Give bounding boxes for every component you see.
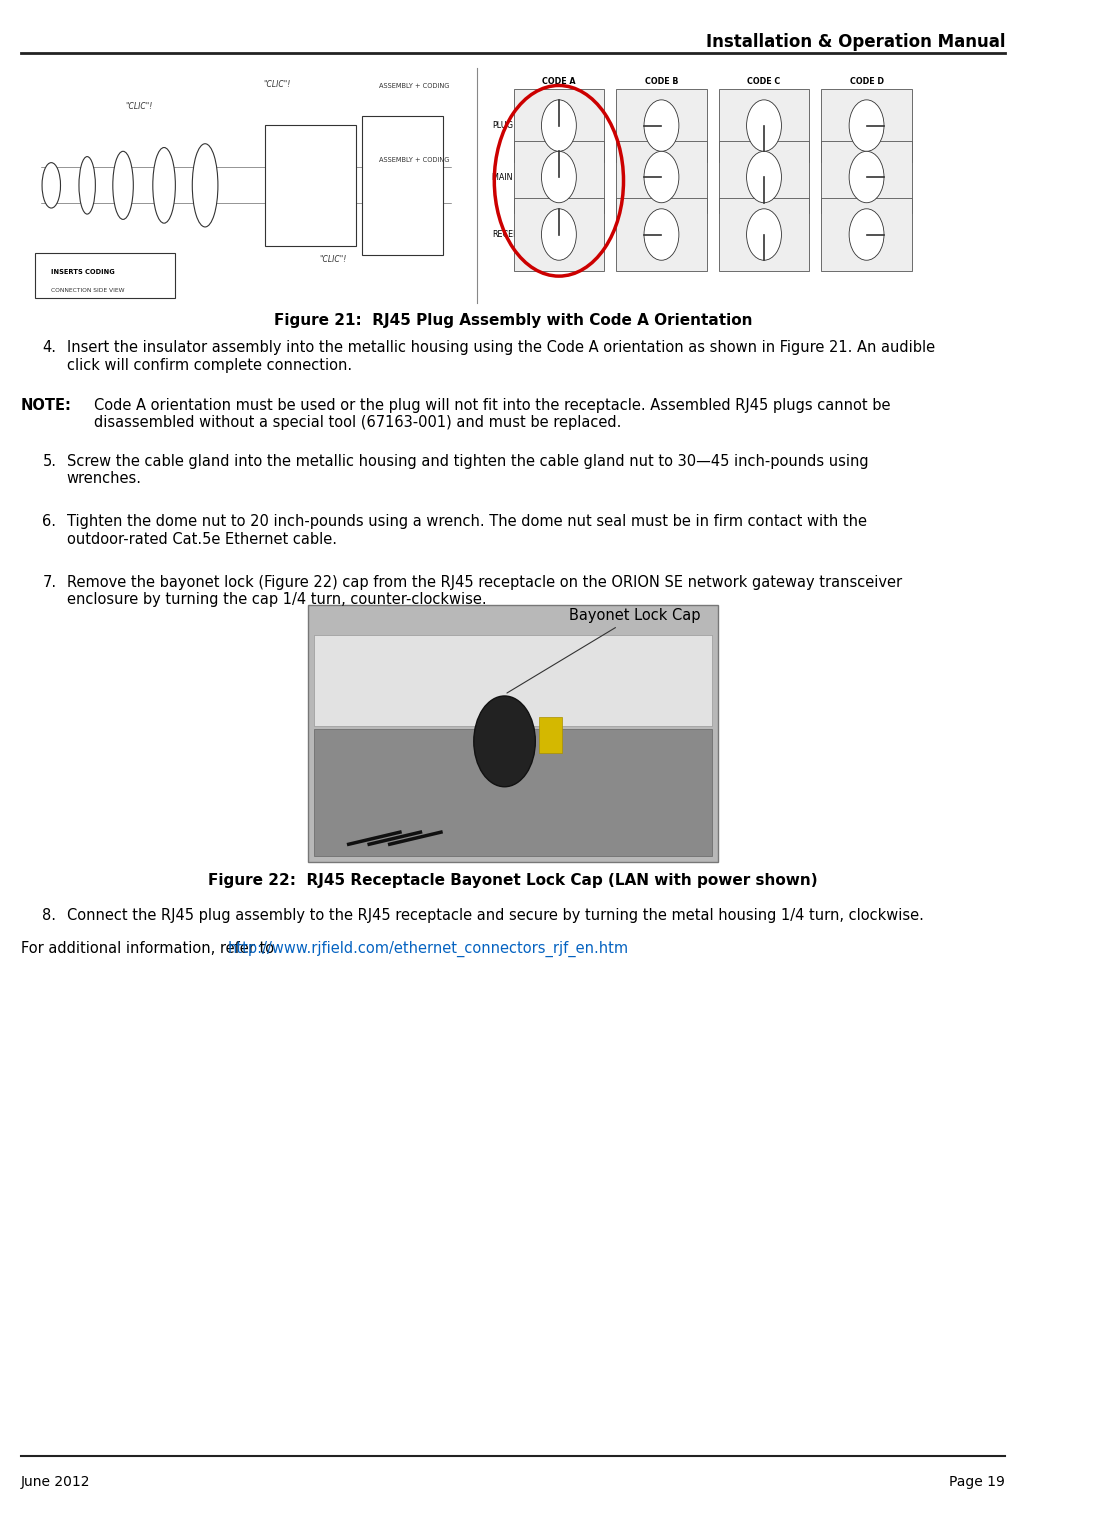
Circle shape: [849, 151, 884, 203]
Text: CONNECTION SIDE VIEW: CONNECTION SIDE VIEW: [52, 287, 125, 294]
FancyBboxPatch shape: [821, 198, 911, 271]
Circle shape: [645, 209, 679, 260]
Ellipse shape: [42, 163, 60, 207]
FancyBboxPatch shape: [616, 198, 707, 271]
FancyBboxPatch shape: [514, 141, 604, 213]
Text: Bayonet Lock Cap: Bayonet Lock Cap: [507, 608, 701, 693]
Text: Figure 21:  RJ45 Plug Assembly with Code A Orientation: Figure 21: RJ45 Plug Assembly with Code …: [273, 313, 752, 328]
Circle shape: [541, 151, 576, 203]
Text: ASSEMBLY + CODING: ASSEMBLY + CODING: [380, 83, 450, 89]
Text: ASSEMBLY + CODING: ASSEMBLY + CODING: [380, 157, 450, 163]
Text: Connect the RJ45 plug assembly to the RJ45 receptacle and secure by turning the : Connect the RJ45 plug assembly to the RJ…: [67, 908, 923, 923]
FancyBboxPatch shape: [362, 117, 442, 256]
Circle shape: [747, 100, 782, 151]
Text: Page 19: Page 19: [949, 1475, 1005, 1489]
FancyBboxPatch shape: [514, 198, 604, 271]
FancyBboxPatch shape: [821, 89, 911, 162]
Text: CODE A: CODE A: [542, 77, 575, 86]
Text: RECEPTACLE: RECEPTACLE: [492, 230, 542, 239]
Text: PLUG: PLUG: [492, 121, 513, 130]
Ellipse shape: [192, 144, 217, 227]
Text: "CLIC"!: "CLIC"!: [125, 103, 152, 110]
Ellipse shape: [113, 151, 133, 219]
Text: "CLIC"!: "CLIC"!: [320, 256, 347, 265]
Circle shape: [747, 151, 782, 203]
FancyBboxPatch shape: [616, 89, 707, 162]
Text: 4.: 4.: [43, 340, 56, 356]
Circle shape: [474, 696, 536, 787]
Text: 5.: 5.: [43, 454, 56, 469]
Text: CODE C: CODE C: [748, 77, 781, 86]
Text: INSERTS CODING: INSERTS CODING: [52, 269, 115, 275]
Text: Installation & Operation Manual: Installation & Operation Manual: [706, 33, 1005, 51]
Text: Tighten the dome nut to 20 inch-pounds using a wrench. The dome nut seal must be: Tighten the dome nut to 20 inch-pounds u…: [67, 514, 866, 546]
Text: http://www.rjfield.com/ethernet_connectors_rjf_en.htm: http://www.rjfield.com/ethernet_connecto…: [227, 941, 628, 958]
FancyBboxPatch shape: [307, 605, 718, 862]
Text: CODE B: CODE B: [645, 77, 679, 86]
Text: 7.: 7.: [43, 575, 56, 590]
Circle shape: [645, 151, 679, 203]
FancyBboxPatch shape: [314, 635, 712, 726]
Text: CODE D: CODE D: [850, 77, 884, 86]
FancyBboxPatch shape: [314, 729, 712, 856]
FancyBboxPatch shape: [719, 141, 809, 213]
Text: Remove the bayonet lock (Figure 22) cap from the RJ45 receptacle on the ORION SE: Remove the bayonet lock (Figure 22) cap …: [67, 575, 901, 607]
FancyBboxPatch shape: [35, 253, 176, 298]
Text: Figure 22:  RJ45 Receptacle Bayonet Lock Cap (LAN with power shown): Figure 22: RJ45 Receptacle Bayonet Lock …: [208, 873, 818, 888]
Circle shape: [849, 100, 884, 151]
FancyBboxPatch shape: [616, 141, 707, 213]
Circle shape: [645, 100, 679, 151]
Text: Insert the insulator assembly into the metallic housing using the Code A orienta: Insert the insulator assembly into the m…: [67, 340, 934, 372]
FancyBboxPatch shape: [719, 198, 809, 271]
FancyBboxPatch shape: [821, 141, 911, 213]
Text: NOTE:: NOTE:: [21, 398, 71, 413]
FancyBboxPatch shape: [719, 89, 809, 162]
Circle shape: [849, 209, 884, 260]
FancyBboxPatch shape: [514, 89, 604, 162]
Ellipse shape: [153, 148, 176, 224]
Text: Screw the cable gland into the metallic housing and tighten the cable gland nut : Screw the cable gland into the metallic …: [67, 454, 869, 486]
Text: 6.: 6.: [43, 514, 56, 530]
Text: June 2012: June 2012: [21, 1475, 90, 1489]
FancyBboxPatch shape: [265, 126, 356, 247]
Circle shape: [747, 209, 782, 260]
Text: 8.: 8.: [43, 908, 56, 923]
Text: MAIN KEY: MAIN KEY: [492, 172, 530, 182]
Text: "CLIC"!: "CLIC"!: [264, 80, 291, 89]
FancyBboxPatch shape: [539, 717, 562, 753]
Ellipse shape: [79, 156, 96, 215]
Text: For additional information, refer to: For additional information, refer to: [21, 941, 278, 956]
Circle shape: [541, 209, 576, 260]
Text: Code A orientation must be used or the plug will not fit into the receptacle. As: Code A orientation must be used or the p…: [94, 398, 890, 430]
Circle shape: [541, 100, 576, 151]
